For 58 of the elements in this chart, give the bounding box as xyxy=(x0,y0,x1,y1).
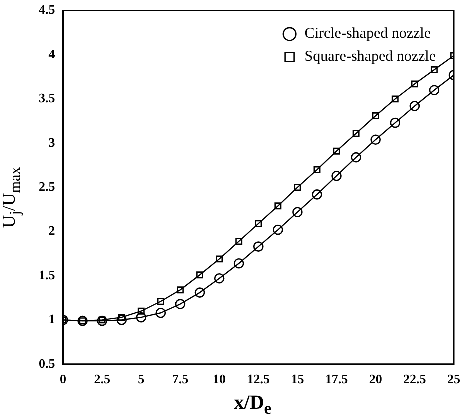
point xyxy=(138,308,145,315)
point xyxy=(312,190,322,200)
y-tick-label: 1 xyxy=(48,312,56,327)
point xyxy=(136,312,147,323)
x-tick-label: 12.5 xyxy=(247,372,270,387)
x-axis-title: x/D$_{e}$ xyxy=(233,392,273,419)
y-tick-label: 1.5 xyxy=(39,267,56,282)
x-tick-label: 2.5 xyxy=(94,372,111,387)
point xyxy=(352,130,360,138)
y-tick-label: 3 xyxy=(48,134,56,150)
y-tick-label: 0.5 xyxy=(39,356,56,371)
point xyxy=(314,166,321,174)
point xyxy=(214,274,225,284)
point xyxy=(234,258,244,269)
point xyxy=(236,238,243,246)
x-tick-label: 5 xyxy=(138,372,146,387)
point xyxy=(255,220,262,228)
point xyxy=(216,256,224,263)
x-tick-label: 10 xyxy=(213,372,226,387)
y-tick-label: 2.5 xyxy=(39,178,56,194)
point xyxy=(333,148,340,155)
point xyxy=(97,316,108,326)
x-tick-label: 0 xyxy=(60,372,66,387)
x-tick-label: 20 xyxy=(369,372,382,387)
point xyxy=(116,315,128,326)
x-tick-label: 7.5 xyxy=(172,372,190,387)
point xyxy=(411,80,418,88)
point xyxy=(176,286,184,294)
point xyxy=(273,224,284,236)
y-tick-label: 4 xyxy=(48,46,56,62)
y-tick-label: 4.5 xyxy=(39,2,56,18)
legend-label: Circle-shaped nozzle xyxy=(304,26,432,42)
point xyxy=(430,66,438,74)
point xyxy=(332,170,342,182)
point xyxy=(294,184,302,192)
point xyxy=(292,207,303,218)
point xyxy=(157,298,164,306)
x-tick-label: 15 xyxy=(291,372,305,387)
point xyxy=(196,272,204,279)
y-tick-label: 2 xyxy=(48,223,56,238)
point xyxy=(351,152,362,163)
point xyxy=(390,118,401,128)
point xyxy=(429,85,440,96)
point xyxy=(274,202,282,210)
point xyxy=(370,134,381,146)
legend-label: Square-shaped nozzle xyxy=(304,49,436,66)
point xyxy=(253,242,264,252)
point xyxy=(175,299,186,310)
y-tick-label: 3.5 xyxy=(39,90,56,106)
point xyxy=(392,96,399,103)
x-tick-label: 22.5 xyxy=(404,372,427,387)
point xyxy=(118,314,126,322)
point xyxy=(372,112,380,120)
point xyxy=(410,101,420,112)
x-tick-label: 17.5 xyxy=(325,372,349,387)
x-tick-label: 25 xyxy=(448,372,461,387)
point xyxy=(194,288,206,298)
point xyxy=(156,308,166,318)
